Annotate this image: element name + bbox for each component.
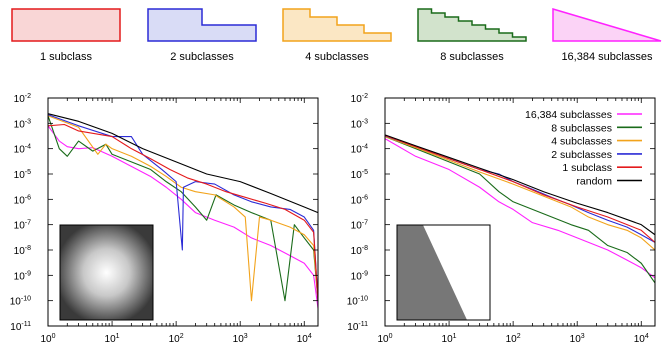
shape-label: 1 subclass xyxy=(40,51,92,63)
shape-outline xyxy=(147,8,257,42)
y-tick-label: 10-10 xyxy=(347,296,368,308)
series-line-6 xyxy=(384,134,656,236)
chart-right: 100 101 102 103 10410-210-310-410-510-610-71… xyxy=(347,93,656,345)
shape-label: 4 subclasses xyxy=(305,51,369,63)
x-tick-label: 103 xyxy=(570,333,585,345)
shape-label: 16,384 subclasses xyxy=(561,51,653,63)
shape-label: 2 subclasses xyxy=(170,51,234,63)
y-tick-label: 10-5 xyxy=(351,169,368,181)
legend-label: random xyxy=(576,176,612,188)
y-tick-label: 10-9 xyxy=(351,270,368,282)
y-tick-label: 10-10 xyxy=(10,296,31,308)
x-tick-label: 104 xyxy=(297,333,312,345)
x-tick-label: 103 xyxy=(233,333,248,345)
x-tick-label: 102 xyxy=(169,333,184,345)
plot-frame xyxy=(384,97,656,327)
shape-outline xyxy=(282,8,392,42)
shape-5: 16,384 subclasses xyxy=(552,7,662,63)
shape-label: 8 subclasses xyxy=(440,51,504,63)
series-line-2 xyxy=(47,115,319,302)
legend-label: 16,384 subclasses xyxy=(525,109,612,121)
legend-label: 2 subclasses xyxy=(551,149,612,161)
y-tick-label: 10-4 xyxy=(351,144,368,156)
series-line-1 xyxy=(384,138,656,279)
series-line-5 xyxy=(47,123,319,301)
legend-label: 4 subclasses xyxy=(551,136,612,148)
plot-frame xyxy=(47,97,319,327)
y-tick-label: 10-11 xyxy=(10,321,31,333)
y-tick-label: 10-7 xyxy=(14,220,31,232)
series-line-4 xyxy=(47,114,319,301)
y-tick-label: 10-2 xyxy=(351,93,368,105)
series-line-6 xyxy=(47,113,319,214)
series-line-3 xyxy=(384,136,656,251)
subclass-shape-row: 1 subclass 2 subclasses 4 subclasses 8 subc… xyxy=(11,7,662,63)
shape-outline xyxy=(11,8,121,42)
y-tick-label: 10-2 xyxy=(14,93,31,105)
inset-triangle xyxy=(397,225,467,320)
y-tick-label: 10-11 xyxy=(347,321,368,333)
y-axis: 10-2 10-3 10-4 10-5 10-6 10-7 10-8 10-9 10-10 10-… xyxy=(10,93,318,333)
y-tick-label: 10-7 xyxy=(351,220,368,232)
y-tick-label: 10-3 xyxy=(351,118,368,130)
x-tick-label: 100 xyxy=(40,333,55,345)
x-axis: 100 101 102 103 104 xyxy=(40,98,312,345)
shape-3: 4 subclasses xyxy=(282,8,392,63)
shape-4: 8 subclasses xyxy=(417,8,527,63)
x-tick-label: 102 xyxy=(506,333,521,345)
y-tick-label: 10-6 xyxy=(351,194,368,206)
series-line-2 xyxy=(384,136,656,284)
inset-border xyxy=(396,224,491,321)
series-line-3 xyxy=(47,115,319,302)
y-tick-label: 10-4 xyxy=(14,144,31,156)
y-tick-label: 10-3 xyxy=(14,118,31,130)
series-group xyxy=(47,113,319,309)
x-axis: 100 101 102 103 104 xyxy=(377,98,649,345)
legend-label: 8 subclasses xyxy=(551,122,612,134)
x-tick-label: 104 xyxy=(634,333,649,345)
y-tick-label: 10-6 xyxy=(14,194,31,206)
x-tick-label: 101 xyxy=(442,333,457,345)
x-tick-label: 101 xyxy=(105,333,120,345)
x-tick-label: 100 xyxy=(377,333,392,345)
legend-label: 1 subclass xyxy=(562,162,612,174)
series-line-5 xyxy=(384,135,656,243)
y-tick-label: 10-8 xyxy=(14,245,31,257)
y-tick-label: 10-9 xyxy=(14,270,31,282)
chart-left: 100 101 102 103 10410-210-310-410-510-610-71… xyxy=(10,93,319,345)
shape-outline xyxy=(552,7,662,42)
inset-radial xyxy=(59,224,154,321)
series-group xyxy=(384,134,656,284)
shape-outline xyxy=(417,8,527,42)
shape-1: 1 subclass xyxy=(11,8,121,63)
y-axis: 10-2 10-3 10-4 10-5 10-6 10-7 10-8 10-9 10-10 10-… xyxy=(347,93,655,333)
y-tick-label: 10-5 xyxy=(14,169,31,181)
y-tick-label: 10-8 xyxy=(351,245,368,257)
shape-2: 2 subclasses xyxy=(147,8,257,63)
